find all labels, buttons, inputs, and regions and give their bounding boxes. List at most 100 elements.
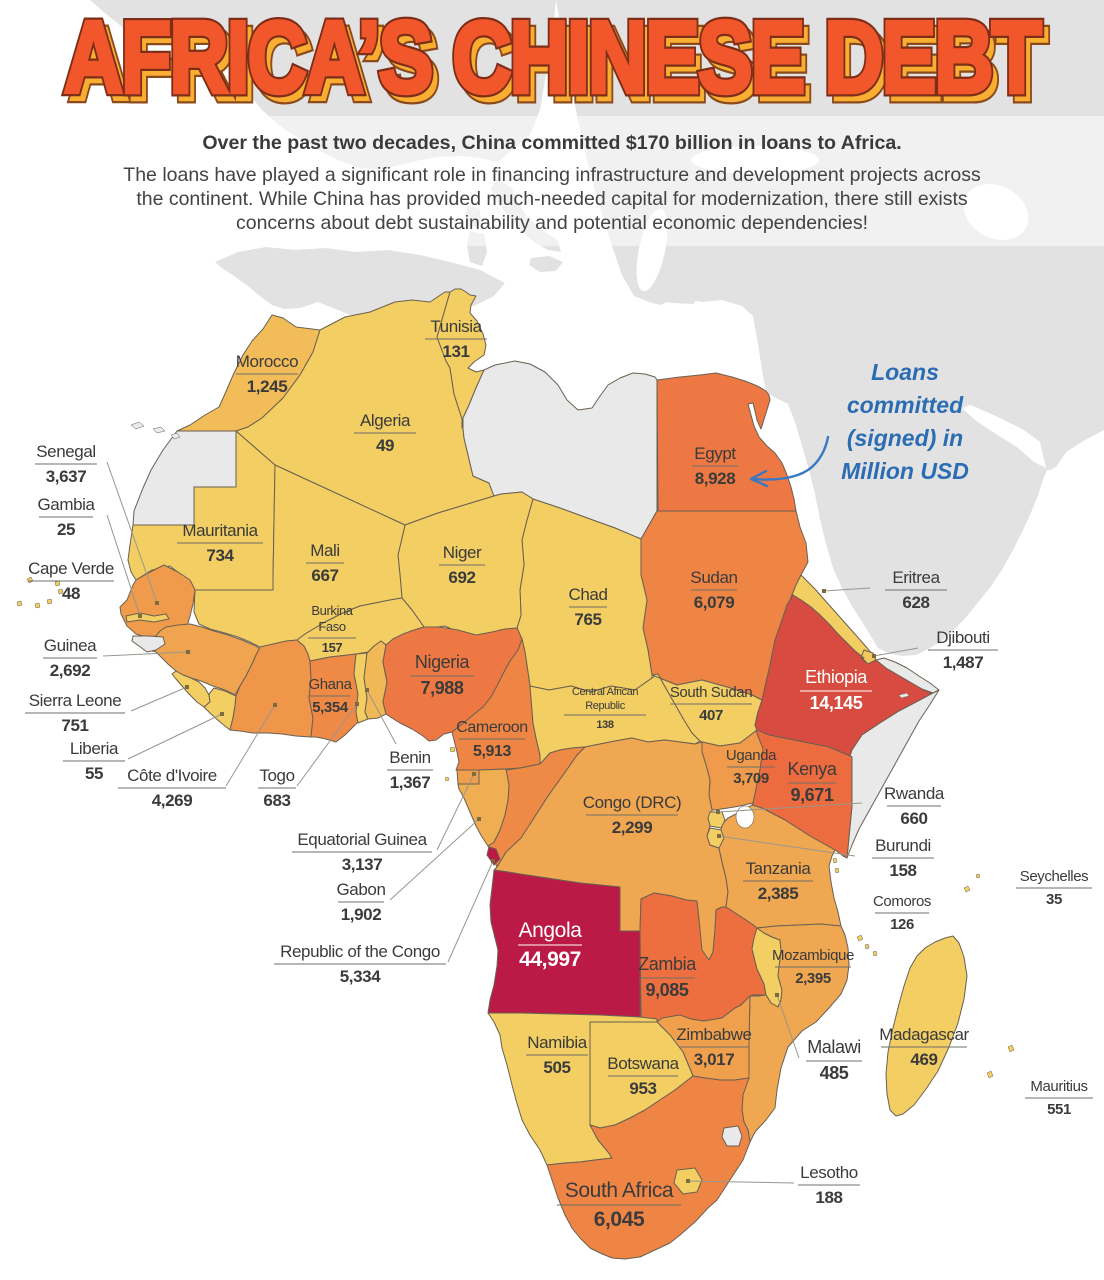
svg-text:AFRICA’S CHINESE DEBT: AFRICA’S CHINESE DEBT <box>64 2 1041 114</box>
svg-text:Comoros: Comoros <box>873 893 931 910</box>
svg-text:AFRICA’S CHINESE DEBT: AFRICA’S CHINESE DEBT <box>64 2 1041 114</box>
svg-text:Equatorial Guinea: Equatorial Guinea <box>297 830 427 849</box>
svg-text:Mozambique: Mozambique <box>772 947 854 964</box>
svg-text:Central African: Central African <box>572 686 638 698</box>
svg-text:Botswana: Botswana <box>607 1054 679 1073</box>
svg-text:628: 628 <box>902 593 929 612</box>
svg-text:Niger: Niger <box>443 543 482 562</box>
svg-text:Zimbabwe: Zimbabwe <box>676 1025 751 1044</box>
svg-text:Ethiopia: Ethiopia <box>805 667 868 687</box>
svg-text:South Africa: South Africa <box>565 1179 674 1202</box>
svg-text:Republic: Republic <box>585 700 626 712</box>
svg-text:Lesotho: Lesotho <box>800 1163 858 1182</box>
svg-text:48: 48 <box>62 584 80 603</box>
svg-text:469: 469 <box>910 1050 937 1069</box>
svg-text:765: 765 <box>574 610 601 629</box>
svg-text:5,354: 5,354 <box>312 699 349 716</box>
svg-text:Rwanda: Rwanda <box>884 784 945 803</box>
svg-text:Mauritius: Mauritius <box>1030 1078 1087 1095</box>
svg-text:44,997: 44,997 <box>519 948 581 971</box>
svg-text:751: 751 <box>61 716 88 735</box>
svg-text:35: 35 <box>1046 891 1062 908</box>
svg-text:5,913: 5,913 <box>473 743 512 760</box>
svg-text:4,269: 4,269 <box>152 791 193 810</box>
svg-text:South Sudan: South Sudan <box>670 684 752 701</box>
svg-text:25: 25 <box>57 520 75 539</box>
svg-text:Namibia: Namibia <box>527 1033 588 1052</box>
svg-text:Togo: Togo <box>259 766 294 785</box>
svg-text:Burundi: Burundi <box>875 836 931 855</box>
svg-text:Sudan: Sudan <box>690 568 737 587</box>
svg-text:551: 551 <box>1047 1101 1071 1118</box>
svg-text:Million USD: Million USD <box>841 458 969 484</box>
svg-text:Zambia: Zambia <box>638 954 697 974</box>
svg-text:7,988: 7,988 <box>420 678 463 698</box>
svg-text:Mauritania: Mauritania <box>182 521 258 540</box>
svg-text:(signed) in: (signed) in <box>847 425 963 451</box>
svg-text:committed: committed <box>847 392 964 418</box>
svg-text:Benin: Benin <box>389 748 430 767</box>
svg-text:Algeria: Algeria <box>360 411 411 430</box>
svg-text:8,928: 8,928 <box>695 469 736 488</box>
svg-text:Faso: Faso <box>318 619 345 634</box>
svg-text:3,709: 3,709 <box>733 770 769 787</box>
svg-text:55: 55 <box>85 764 103 783</box>
svg-text:Uganda: Uganda <box>726 747 777 764</box>
svg-text:1,487: 1,487 <box>943 653 984 672</box>
svg-text:Cape Verde: Cape Verde <box>28 559 114 578</box>
svg-text:2,299: 2,299 <box>612 818 653 837</box>
svg-text:2,395: 2,395 <box>795 970 831 987</box>
svg-text:3,137: 3,137 <box>342 855 383 874</box>
svg-text:131: 131 <box>442 342 469 361</box>
svg-text:49: 49 <box>376 436 394 455</box>
svg-text:Eritrea: Eritrea <box>892 568 940 587</box>
svg-text:Congo (DRC): Congo (DRC) <box>583 793 682 812</box>
svg-text:Sierra Leone: Sierra Leone <box>29 691 122 710</box>
svg-text:157: 157 <box>322 640 343 655</box>
svg-text:1,367: 1,367 <box>390 773 431 792</box>
svg-text:1,245: 1,245 <box>247 377 288 396</box>
svg-text:683: 683 <box>263 791 290 810</box>
svg-text:Angola: Angola <box>519 919 583 942</box>
svg-text:Gabon: Gabon <box>336 880 385 899</box>
svg-text:14,145: 14,145 <box>810 693 863 713</box>
svg-text:AFRICA’S CHINESE DEBT: AFRICA’S CHINESE DEBT <box>70 9 1047 121</box>
svg-text:Morocco: Morocco <box>236 352 298 371</box>
svg-text:3,017: 3,017 <box>694 1050 735 1069</box>
svg-text:Republic of the Congo: Republic of the Congo <box>280 942 440 961</box>
svg-text:1,902: 1,902 <box>341 905 382 924</box>
svg-text:188: 188 <box>815 1188 842 1207</box>
svg-text:Loans: Loans <box>871 359 939 385</box>
svg-text:2,692: 2,692 <box>50 661 91 680</box>
svg-text:Nigeria: Nigeria <box>415 652 471 672</box>
svg-text:407: 407 <box>699 707 723 724</box>
svg-text:Djibouti: Djibouti <box>936 628 990 647</box>
svg-text:138: 138 <box>596 719 613 731</box>
svg-text:2,385: 2,385 <box>758 884 799 903</box>
svg-text:Senegal: Senegal <box>36 442 96 461</box>
svg-text:3,637: 3,637 <box>46 467 87 486</box>
svg-text:Tunisia: Tunisia <box>430 317 482 336</box>
svg-text:Seychelles: Seychelles <box>1020 868 1089 885</box>
svg-text:AFRICA’S CHINESE DEBT: AFRICA’S CHINESE DEBT <box>70 9 1047 121</box>
svg-text:Burkina: Burkina <box>311 603 353 618</box>
svg-text:953: 953 <box>629 1079 656 1098</box>
svg-text:6,079: 6,079 <box>694 593 735 612</box>
svg-text:Gambia: Gambia <box>37 495 95 514</box>
svg-text:692: 692 <box>448 568 475 587</box>
svg-text:9,671: 9,671 <box>790 785 833 805</box>
svg-text:505: 505 <box>543 1058 570 1077</box>
svg-text:126: 126 <box>890 916 914 933</box>
svg-text:9,085: 9,085 <box>645 980 688 1000</box>
svg-text:Malawi: Malawi <box>807 1037 861 1057</box>
svg-text:Egypt: Egypt <box>694 444 736 463</box>
svg-text:660: 660 <box>900 809 927 828</box>
svg-text:Liberia: Liberia <box>70 739 119 758</box>
svg-text:Ghana: Ghana <box>308 676 352 693</box>
svg-text:6,045: 6,045 <box>594 1208 645 1231</box>
svg-text:Kenya: Kenya <box>787 759 837 779</box>
svg-text:Madagascar: Madagascar <box>879 1025 969 1044</box>
svg-text:158: 158 <box>889 861 916 880</box>
svg-text:Guinea: Guinea <box>44 636 97 655</box>
svg-text:5,334: 5,334 <box>340 967 381 986</box>
